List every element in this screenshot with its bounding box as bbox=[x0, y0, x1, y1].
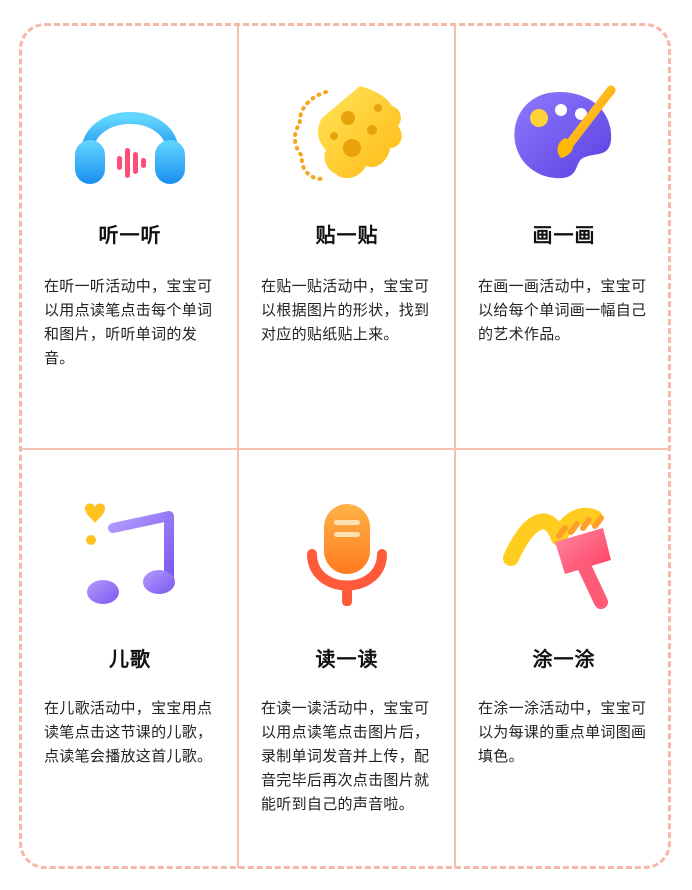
grid-divider-horizontal bbox=[22, 448, 670, 450]
activity-description: 在儿歌活动中，宝宝用点读笔点击这节课的儿歌，点读笔会播放这首儿歌。 bbox=[44, 699, 213, 765]
headphones-icon bbox=[75, 112, 185, 184]
activity-card-listen: 听一听 在听一听活动中，宝宝可以用点读笔点击每个单词和图片，听听单词的发音。 bbox=[22, 26, 238, 450]
activity-description: 在贴一贴活动中，宝宝可以根据图片的形状，找到对应的贴纸贴上来。 bbox=[261, 277, 430, 343]
activity-title: 画一画 bbox=[532, 223, 596, 247]
activity-card-read: 读一读 在读一读活动中，宝宝可以用点读笔点击图片后，录制单词发音并上传，配音完毕… bbox=[239, 450, 455, 874]
activity-description: 在听一听活动中，宝宝可以用点读笔点击每个单词和图片，听听单词的发音。 bbox=[44, 277, 213, 367]
activity-card-draw: 画一画 在画一画活动中，宝宝可以给每个单词画一幅自己的艺术作品。 bbox=[456, 26, 672, 450]
activity-description: 在读一读活动中，宝宝可以用点读笔点击图片后，录制单词发音并上传，配音完毕后再次点… bbox=[261, 699, 430, 813]
music-note-icon bbox=[85, 503, 175, 604]
dashed-frame bbox=[19, 23, 671, 869]
activity-description: 在涂一涂活动中，宝宝可以为每课的重点单词图画填色。 bbox=[478, 699, 647, 765]
activity-card-color: 涂一涂 在涂一涂活动中，宝宝可以为每课的重点单词图画填色。 bbox=[456, 450, 672, 874]
cheese-sticker-icon bbox=[293, 86, 402, 181]
activity-title: 儿歌 bbox=[109, 647, 151, 671]
activity-description: 在画一画活动中，宝宝可以给每个单词画一幅自己的艺术作品。 bbox=[478, 277, 647, 343]
activity-title: 读一读 bbox=[315, 647, 379, 671]
activity-title: 听一听 bbox=[98, 223, 162, 247]
activity-title: 贴一贴 bbox=[315, 223, 379, 247]
grid-divider-vertical-1 bbox=[237, 26, 239, 868]
paint-palette-icon bbox=[514, 85, 616, 179]
paint-brush-icon bbox=[503, 507, 611, 609]
activity-card-sticker: 贴一贴 在贴一贴活动中，宝宝可以根据图片的形状，找到对应的贴纸贴上来。 bbox=[239, 26, 455, 450]
activity-card-songs: 儿歌 在儿歌活动中，宝宝用点读笔点击这节课的儿歌，点读笔会播放这首儿歌。 bbox=[22, 450, 238, 874]
microphone-icon bbox=[307, 504, 387, 606]
grid-divider-vertical-2 bbox=[454, 26, 456, 868]
activity-title: 涂一涂 bbox=[532, 647, 596, 671]
